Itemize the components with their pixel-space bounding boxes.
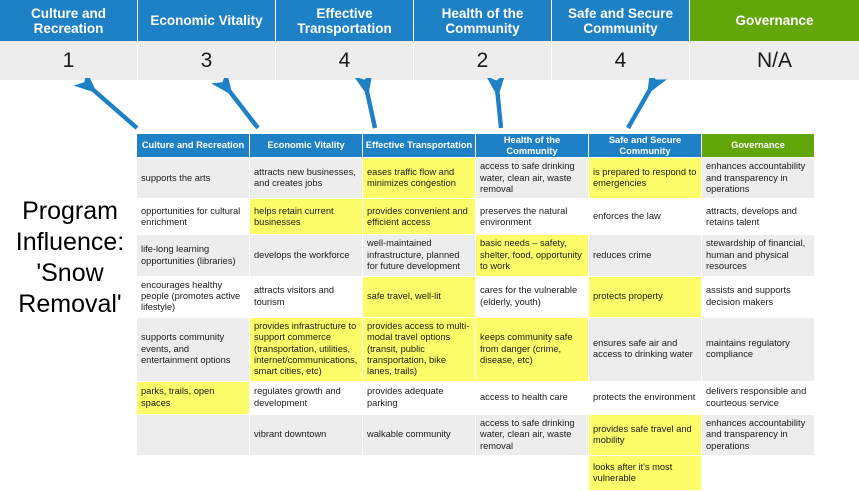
matrix-row: supports community events, and entertain…	[136, 316, 815, 382]
matrix-cell: vibrant downtown	[249, 413, 363, 457]
matrix-row: looks after it's most vulnerable	[136, 455, 815, 491]
matrix-cell: attracts visitors and tourism	[249, 275, 363, 318]
matrix-cell: assists and supports decision makers	[701, 275, 815, 318]
scorecard-column: Economic Vitality 3	[138, 0, 275, 80]
matrix-column-header: Governance	[701, 132, 815, 159]
arrow-effective-transportation	[353, 78, 378, 129]
scorecard-column-title: Culture and Recreation	[0, 0, 137, 41]
arrow-health-of-the-community	[486, 78, 506, 129]
matrix-cell	[136, 455, 250, 491]
matrix-cell: cares for the vulnerable (elderly, youth…	[475, 275, 589, 318]
matrix-row: parks, trails, open spaces regulates grow…	[136, 380, 815, 415]
matrix-column-header: Safe and Secure Community	[588, 132, 702, 159]
matrix-cell: maintains regulatory compliance	[701, 316, 815, 382]
influence-matrix: Culture and Recreation Economic Vitality E…	[136, 132, 815, 491]
scorecard-header: Culture and Recreation 1 Economic Vitality…	[0, 0, 859, 80]
matrix-cell: access to health care	[475, 380, 589, 415]
matrix-cell: protects the environment	[588, 380, 702, 415]
arrow-group	[73, 78, 667, 130]
matrix-cell: well-maintained infrastructure, planned …	[362, 234, 476, 277]
matrix-cell	[136, 413, 250, 457]
scorecard-column-value: N/A	[690, 41, 859, 80]
matrix-cell: access to safe drinking water, clean air…	[475, 157, 589, 200]
matrix-cell: is prepared to respond to emergencies	[588, 157, 702, 200]
matrix-cell: provides infrastructure to support comme…	[249, 316, 363, 382]
matrix-cell: reduces crime	[588, 234, 702, 277]
matrix-cell: attracts, develops and retains talent	[701, 198, 815, 236]
matrix-cell: develops the workforce	[249, 234, 363, 277]
matrix-cell: preserves the natural environment	[475, 198, 589, 236]
matrix-cell: provides convenient and efficient access	[362, 198, 476, 236]
matrix-cell: basic needs – safety, shelter, food, opp…	[475, 234, 589, 277]
matrix-cell: walkable community	[362, 413, 476, 457]
matrix-cell: delivers responsible and courteous servi…	[701, 380, 815, 415]
matrix-cell	[249, 455, 363, 491]
matrix-cell: looks after it's most vulnerable	[588, 455, 702, 491]
matrix-cell: parks, trails, open spaces	[136, 380, 250, 415]
scorecard-column-title: Effective Transportation	[276, 0, 413, 41]
matrix-cell	[475, 455, 589, 491]
matrix-cell	[701, 455, 815, 491]
matrix-cell: opportunities for cultural enrichment	[136, 198, 250, 236]
matrix-cell: supports community events, and entertain…	[136, 316, 250, 382]
matrix-cell: provides adequate parking	[362, 380, 476, 415]
scorecard-column-value: 2	[414, 41, 551, 80]
matrix-cell: life-long learning opportunities (librar…	[136, 234, 250, 277]
matrix-column-header: Culture and Recreation	[136, 132, 250, 159]
matrix-cell: provides safe travel and mobility	[588, 413, 702, 457]
scorecard-column-title: Economic Vitality	[138, 0, 275, 41]
matrix-column-header: Economic Vitality	[249, 132, 363, 159]
matrix-column-header: Health of the Community	[475, 132, 589, 159]
matrix-cell: access to safe drinking water, clean air…	[475, 413, 589, 457]
matrix-cell: regulates growth and development	[249, 380, 363, 415]
matrix-cell: supports the arts	[136, 157, 250, 200]
scorecard-column: Effective Transportation 4	[276, 0, 413, 80]
arrow-safe-and-secure-community	[626, 78, 667, 130]
matrix-row: life-long learning opportunities (librar…	[136, 234, 815, 277]
scorecard-column: Governance N/A	[690, 0, 859, 80]
scorecard-column: Health of the Community 2	[414, 0, 551, 80]
matrix-cell: helps retain current businesses	[249, 198, 363, 236]
scorecard-column-title: Health of the Community	[414, 0, 551, 41]
matrix-cell: encourages healthy people (promotes acti…	[136, 275, 250, 318]
matrix-cell: enhances accountability and transparency…	[701, 157, 815, 200]
scorecard-column-title: Safe and Secure Community	[552, 0, 689, 41]
matrix-cell: ensures safe air and access to drinking …	[588, 316, 702, 382]
matrix-cell: attracts new businesses, and creates job…	[249, 157, 363, 200]
matrix-column-header: Effective Transportation	[362, 132, 476, 159]
matrix-cell: keeps community safe from danger (crime,…	[475, 316, 589, 382]
matrix-cell: provides access to multi-modal travel op…	[362, 316, 476, 382]
matrix-row: opportunities for cultural enrichment hel…	[136, 198, 815, 236]
scorecard-column-title: Governance	[690, 0, 859, 41]
scorecard-column-value: 4	[276, 41, 413, 80]
scorecard-column-value: 4	[552, 41, 689, 80]
matrix-row: vibrant downtown walkable community access…	[136, 413, 815, 457]
arrow-culture-and-recreation	[73, 78, 139, 130]
scorecard-column: Culture and Recreation 1	[0, 0, 137, 80]
program-influence-caption: Program Influence: 'Snow Removal'	[15, 197, 125, 318]
matrix-cell: stewardship of financial, human and phys…	[701, 234, 815, 277]
scorecard-column-value: 1	[0, 41, 137, 80]
scorecard-column: Safe and Secure Community 4	[552, 0, 689, 80]
arrow-economic-vitality	[211, 78, 260, 130]
matrix-header-row: Culture and Recreation Economic Vitality E…	[136, 132, 815, 159]
matrix-cell: eases traffic flow and minimizes congest…	[362, 157, 476, 200]
matrix-cell: enhances accountability and transparency…	[701, 413, 815, 457]
matrix-cell	[362, 455, 476, 491]
scorecard-column-value: 3	[138, 41, 275, 80]
influence-matrix-table: Culture and Recreation Economic Vitality E…	[136, 132, 815, 491]
matrix-cell: protects property	[588, 275, 702, 318]
matrix-cell: enforces the law	[588, 198, 702, 236]
matrix-cell: safe travel, well-lit	[362, 275, 476, 318]
matrix-body: supports the arts attracts new businesses…	[136, 157, 815, 491]
matrix-row: encourages healthy people (promotes acti…	[136, 275, 815, 318]
matrix-row: supports the arts attracts new businesses…	[136, 157, 815, 200]
